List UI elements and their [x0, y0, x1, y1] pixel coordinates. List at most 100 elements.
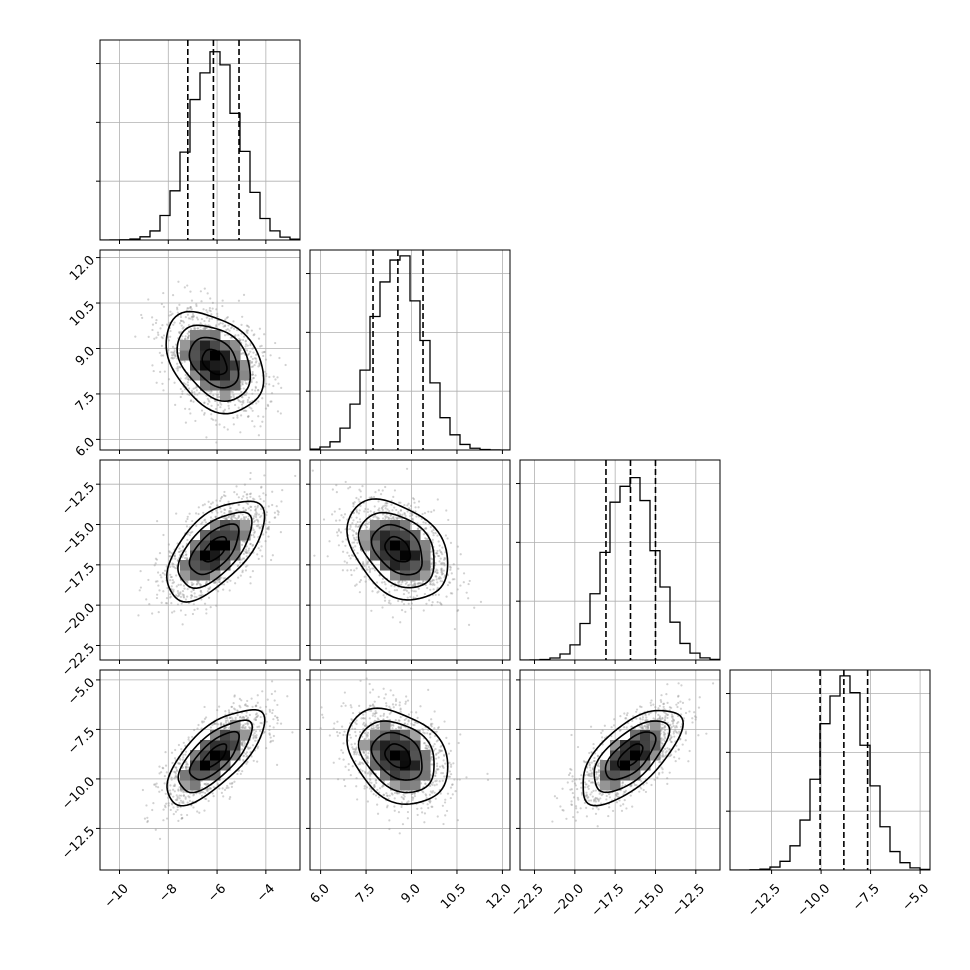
sample-point — [240, 726, 243, 729]
sample-point — [341, 550, 345, 553]
sample-point — [175, 306, 179, 309]
sample-point — [226, 328, 229, 331]
sample-point — [435, 575, 438, 578]
sample-point — [204, 716, 208, 719]
sample-point — [405, 581, 408, 584]
sample-point — [226, 580, 229, 584]
sample-point — [203, 401, 206, 404]
sample-point — [277, 511, 280, 514]
sample-point — [449, 763, 453, 766]
sample-point — [364, 717, 367, 720]
sample-point — [216, 504, 219, 507]
sample-point — [401, 517, 404, 520]
sample-point — [228, 716, 232, 719]
sample-point — [432, 579, 435, 582]
sample-point — [431, 790, 435, 793]
sample-point — [432, 588, 435, 591]
sample-point — [209, 516, 213, 519]
sample-point — [376, 726, 379, 730]
sample-point — [675, 703, 678, 706]
sample-point — [186, 595, 189, 598]
sample-point — [397, 726, 400, 729]
sample-point — [229, 509, 232, 513]
sample-point — [196, 727, 199, 730]
sample-point — [424, 583, 427, 587]
density-bin — [190, 780, 201, 791]
sample-point — [413, 501, 416, 504]
sample-point — [249, 343, 252, 347]
sample-point — [399, 501, 402, 504]
sample-point — [442, 766, 445, 769]
sample-point — [188, 796, 191, 799]
sample-point — [350, 516, 353, 519]
sample-point — [359, 490, 362, 493]
sample-point — [252, 521, 256, 524]
contour-0 — [201, 348, 228, 376]
sample-point — [435, 571, 439, 574]
sample-point — [199, 590, 202, 593]
sample-point — [138, 589, 141, 592]
sample-point — [233, 694, 236, 697]
sample-point — [393, 797, 396, 800]
sample-point — [631, 719, 634, 722]
sample-point — [184, 553, 188, 556]
sample-point — [184, 337, 187, 340]
sample-point — [205, 316, 208, 319]
sample-point — [376, 723, 379, 727]
sample-point — [462, 581, 465, 584]
sample-point — [276, 410, 280, 413]
sample-point — [245, 330, 248, 333]
sample-point — [355, 516, 358, 519]
sample-point — [240, 497, 244, 500]
sample-point — [335, 519, 338, 522]
sample-point — [177, 280, 180, 283]
sample-point — [225, 726, 228, 729]
sample-point — [670, 706, 673, 709]
sample-point — [435, 768, 438, 771]
sample-point — [210, 413, 213, 416]
sample-point — [134, 335, 137, 338]
sample-point — [453, 578, 456, 581]
sample-point — [243, 393, 246, 397]
sample-point — [588, 761, 591, 764]
sample-point — [237, 299, 241, 302]
sample-point — [159, 574, 162, 577]
sample-point — [169, 595, 172, 598]
sample-point — [360, 717, 363, 720]
sample-point — [430, 763, 433, 766]
sample-point — [257, 337, 261, 340]
sample-point — [181, 790, 184, 793]
sample-point — [232, 514, 235, 517]
density-bin — [380, 550, 391, 561]
density-bin — [400, 750, 411, 761]
sample-point — [435, 771, 438, 775]
density-bin — [630, 770, 641, 781]
sample-point — [675, 726, 678, 729]
sample-point — [442, 562, 446, 565]
sample-point — [154, 321, 158, 325]
sample-point — [603, 724, 606, 727]
sample-point — [250, 355, 253, 358]
sample-point — [215, 722, 218, 725]
sample-point — [666, 683, 669, 686]
sample-point — [672, 730, 675, 733]
sample-point — [393, 585, 396, 588]
sample-point — [205, 612, 208, 615]
sample-point — [185, 580, 188, 584]
sample-point — [433, 791, 436, 794]
sample-point — [203, 503, 206, 506]
sample-point — [203, 287, 206, 290]
sample-point — [351, 711, 355, 715]
sample-point — [359, 763, 362, 766]
sample-point — [244, 569, 248, 572]
sample-point — [259, 526, 262, 529]
sample-point — [240, 332, 243, 335]
sample-point — [240, 743, 244, 747]
sample-point — [343, 778, 346, 781]
sample-point — [431, 722, 434, 725]
sample-point — [160, 576, 163, 579]
sample-point — [663, 708, 666, 711]
sample-point — [170, 357, 173, 360]
density-bin — [420, 570, 431, 581]
sample-point — [377, 489, 380, 492]
